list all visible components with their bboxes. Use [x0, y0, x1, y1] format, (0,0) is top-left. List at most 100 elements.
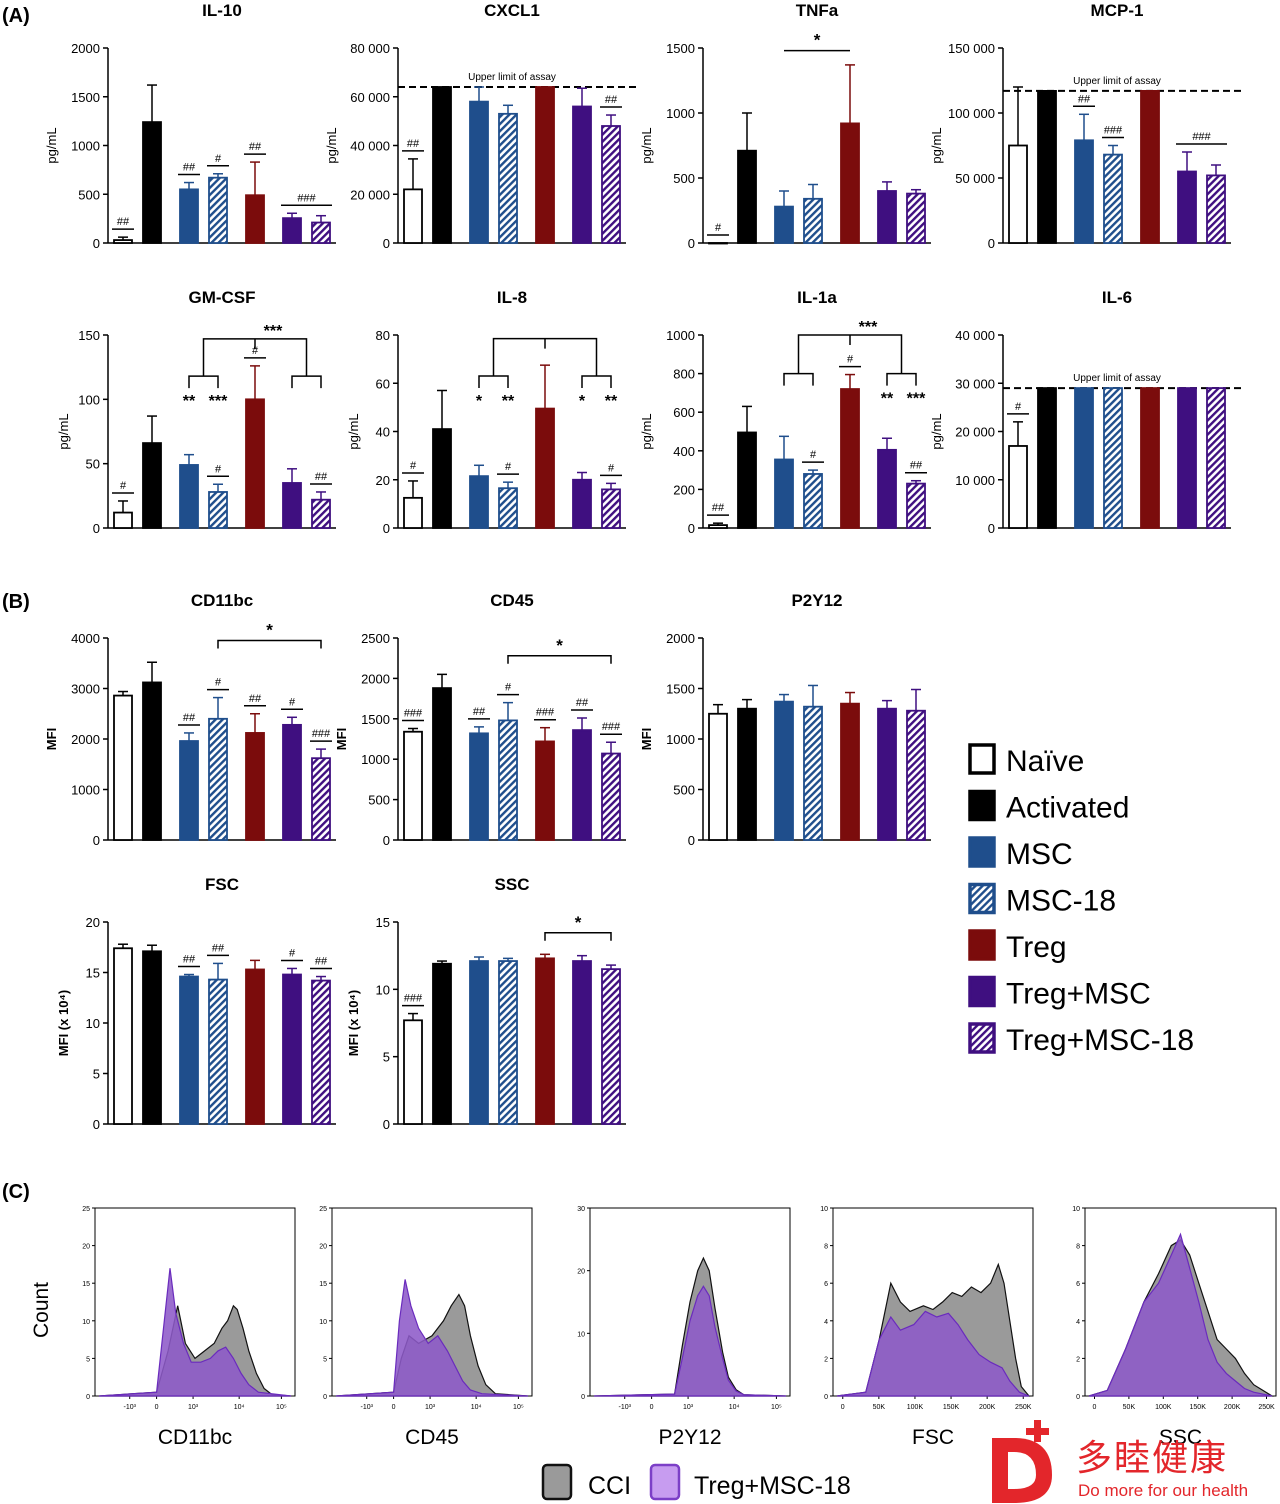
bar [1177, 387, 1197, 529]
significance-label: # [410, 460, 417, 472]
significance-label: ## [712, 502, 725, 514]
y-axis-label: MFI (x 10⁴) [56, 990, 71, 1056]
y-tick-label: 100 [78, 392, 100, 407]
y-tick-label: 1000 [361, 752, 390, 767]
watermark-logo: 多睦健康 Do more for our health [992, 1420, 1248, 1503]
bar [311, 757, 331, 841]
bar [179, 740, 199, 841]
x-tick-label: 50K [873, 1404, 886, 1411]
y-tick-label: 0 [824, 1394, 828, 1401]
upper-limit-label: Upper limit of assay [1073, 76, 1161, 87]
legend-swatch [968, 836, 996, 868]
bar [403, 188, 423, 244]
y-axis-label: MFI [639, 728, 654, 750]
y-tick-label: 200 [673, 482, 695, 497]
y-axis-label: pg/mL [44, 127, 59, 163]
x-tick-label: 10³ [683, 1404, 694, 1411]
asterisk-label: *** [907, 391, 926, 408]
asterisk-label: * [476, 393, 483, 410]
bar [840, 122, 860, 244]
bar-chart-cxcl1: CXCL1 0 20 000 40 000 60 000 80 000 pg/mL Upper… [324, 1, 636, 251]
y-tick-label: 80 000 [350, 41, 390, 56]
comparison-bracket [478, 337, 612, 389]
y-tick-label: 0 [688, 236, 695, 251]
asterisk-label: ** [502, 393, 515, 410]
x-tick-label: 10⁵ [771, 1404, 782, 1411]
bar [208, 491, 228, 529]
x-tick-label: 10³ [425, 1404, 436, 1411]
bar [282, 482, 302, 529]
y-tick-label: 50 000 [955, 171, 995, 186]
bar [840, 388, 860, 529]
y-tick-label: 2000 [361, 671, 390, 686]
bar [245, 398, 265, 529]
bar [311, 221, 331, 244]
watermark-slogan: Do more for our health [1078, 1481, 1248, 1500]
legend-label-cci: CCI [588, 1472, 631, 1500]
y-axis-label: MFI [44, 728, 59, 750]
significance-label: # [715, 222, 722, 234]
y-tick-label: 800 [673, 367, 695, 382]
y-tick-label: 5 [383, 1050, 390, 1065]
x-tick-label: 50K [1123, 1404, 1136, 1411]
chart-title: GM-CSF [188, 288, 255, 307]
y-axis-label: MFI [334, 728, 349, 750]
y-axis-label: pg/mL [929, 127, 944, 163]
y-tick-label: 500 [368, 793, 390, 808]
significance-label: ## [605, 94, 618, 106]
bar [469, 732, 489, 841]
y-tick-label: 20 000 [350, 187, 390, 202]
x-tick-label: 200K [1224, 1404, 1241, 1411]
bar [432, 962, 452, 1125]
bar [708, 712, 728, 841]
y-tick-label: 30 000 [955, 376, 995, 391]
significance-label: ### [312, 728, 331, 740]
y-tick-label: 15 [86, 966, 100, 981]
bar-chart-p2y12: P2Y12 0 500 1000 1500 2000 MFI [639, 591, 931, 848]
chart-title: IL-10 [202, 1, 242, 20]
legend-label: Treg [1006, 931, 1067, 964]
histogram-x-label: CD45 [405, 1426, 459, 1449]
bar [179, 464, 199, 529]
bar [142, 681, 162, 841]
histogram-treg-msc-18 [593, 1285, 787, 1397]
y-axis-label: pg/mL [639, 127, 654, 163]
histogram-ssc: 0 2 4 6 8 10 0 50K 100K 150K 200K 250K SSC [1072, 1206, 1277, 1449]
y-tick-label: 0 [581, 1394, 585, 1401]
y-axis-label: pg/mL [929, 413, 944, 449]
bar-charts: IL-100500100015002000pg/mL##########CXCL… [44, 1, 1241, 1132]
bar [432, 86, 452, 244]
bar [906, 709, 926, 841]
histogram-fsc: 0 2 4 6 8 10 0 50K 100K 150K 200K 250K FSC [820, 1206, 1034, 1449]
bar [113, 239, 133, 244]
y-tick-label: 20 [82, 1244, 90, 1251]
y-tick-label: 150 000 [948, 41, 995, 56]
bar [1206, 387, 1226, 529]
chart-title: TNFa [796, 1, 839, 20]
significance-label: ## [249, 141, 262, 153]
y-axis-label: MFI (x 10⁴) [346, 990, 361, 1056]
y-tick-label: 2 [1076, 1356, 1080, 1363]
y-tick-label: 0 [323, 1394, 327, 1401]
y-tick-label: 15 [376, 915, 390, 930]
y-tick-label: 0 [93, 1117, 100, 1132]
significance-label: ## [315, 956, 328, 968]
bar [432, 428, 452, 529]
bar-chart-ssc: SSC 0 5 10 15 MFI (x 10⁴) ### * [346, 875, 626, 1132]
y-tick-label: 20 [577, 1269, 585, 1276]
bar [906, 482, 926, 529]
y-tick-label: 20 [86, 915, 100, 930]
y-tick-label: 500 [78, 187, 100, 202]
histogram-y-axis-label: Count [30, 1282, 53, 1338]
chart-title: IL-6 [1102, 288, 1132, 307]
bar [469, 960, 489, 1125]
x-tick-label: 250K [1015, 1404, 1032, 1411]
bar [737, 431, 757, 529]
bar [208, 176, 228, 244]
y-tick-label: 15 [319, 1281, 327, 1288]
asterisk-label: *** [209, 393, 228, 410]
bar [601, 752, 621, 841]
